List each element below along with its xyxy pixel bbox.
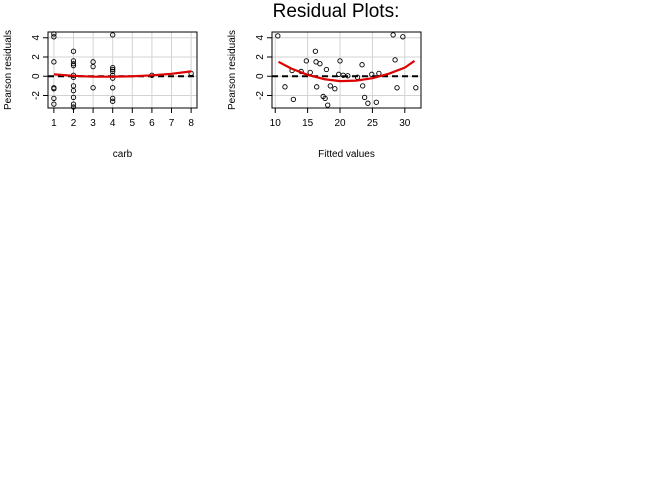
data-point xyxy=(332,86,338,92)
data-point xyxy=(110,66,116,73)
y-tick-label: -2 xyxy=(255,91,266,100)
data-point xyxy=(317,61,323,67)
data-point xyxy=(312,48,319,54)
x-tick-label: 5 xyxy=(130,118,136,129)
data-point xyxy=(390,32,396,38)
x-tick-label: 1 xyxy=(51,118,57,129)
x-tick-label: 8 xyxy=(188,118,194,129)
y-axis-title: Pearson residuals xyxy=(227,30,238,110)
y-axis-title: Pearson residuals xyxy=(3,30,14,110)
figure-title: Residual Plots: xyxy=(273,1,400,22)
data-point xyxy=(282,84,288,90)
data-point xyxy=(110,85,116,91)
data-point xyxy=(70,48,77,54)
x-axis-title: carb xyxy=(113,149,133,160)
x-tick-label: 4 xyxy=(110,118,116,129)
data-point xyxy=(188,70,194,77)
x-tick-label: 20 xyxy=(334,118,346,129)
y-tick-label: 0 xyxy=(255,73,266,79)
y-tick-label: 2 xyxy=(255,54,266,60)
carb-residual-panel: 1 2 3 4 5 6 7 8 -2 0 2 4 carb Pearson residuals xyxy=(3,30,198,160)
y-tick-label: 4 xyxy=(255,35,266,41)
data-point xyxy=(322,95,328,102)
smooth-curve xyxy=(277,59,416,83)
data-point xyxy=(51,95,57,102)
x-tick-label: 30 xyxy=(399,118,411,129)
data-point xyxy=(110,32,116,38)
y-tick-label: -2 xyxy=(31,91,42,100)
data-point xyxy=(51,59,57,65)
x-axis-title: Fitted values xyxy=(318,149,375,160)
data-point xyxy=(325,102,331,108)
x-tick-label: 7 xyxy=(169,118,175,129)
y-tick-label: 2 xyxy=(31,54,42,60)
x-tick-label: 3 xyxy=(90,118,96,129)
data-point xyxy=(327,83,333,89)
x-tick-label: 2 xyxy=(71,118,77,129)
data-point xyxy=(110,68,116,75)
data-point xyxy=(110,95,116,102)
data-point xyxy=(110,64,116,71)
data-point xyxy=(70,94,77,101)
data-point xyxy=(290,96,297,102)
data-point xyxy=(337,58,343,64)
data-point xyxy=(70,88,77,94)
y-tick-label: 4 xyxy=(31,35,42,41)
data-point xyxy=(51,86,57,92)
smooth-curve xyxy=(53,70,192,78)
data-point xyxy=(303,58,309,64)
data-point xyxy=(365,100,371,106)
data-point xyxy=(323,66,330,73)
data-point xyxy=(70,61,77,67)
fitted-residual-panel: 10 15 20 25 30 -2 0 2 4 Fitted values Pearson resi… xyxy=(227,30,422,160)
data-point xyxy=(70,63,77,69)
data-point xyxy=(90,85,96,91)
data-point xyxy=(360,83,366,89)
plot-frame xyxy=(47,31,198,109)
data-point xyxy=(51,101,57,107)
data-point xyxy=(413,85,419,91)
x-tick-label: 15 xyxy=(302,118,314,129)
data-point xyxy=(51,34,57,40)
data-point xyxy=(361,94,368,101)
data-point xyxy=(400,34,406,40)
data-point xyxy=(392,57,398,63)
data-point xyxy=(70,101,77,107)
data-point xyxy=(359,62,365,68)
data-point xyxy=(373,99,379,105)
x-tick-label: 6 xyxy=(149,118,155,129)
data-point xyxy=(369,71,375,77)
data-point xyxy=(275,33,281,39)
plot-frame xyxy=(271,31,422,109)
data-point xyxy=(394,85,400,91)
data-point xyxy=(90,63,96,70)
x-tick-label: 10 xyxy=(270,118,282,129)
data-point xyxy=(314,84,320,90)
x-tick-label: 25 xyxy=(367,118,379,129)
y-tick-label: 0 xyxy=(31,73,42,79)
data-point xyxy=(110,98,116,104)
data-point xyxy=(345,73,351,79)
